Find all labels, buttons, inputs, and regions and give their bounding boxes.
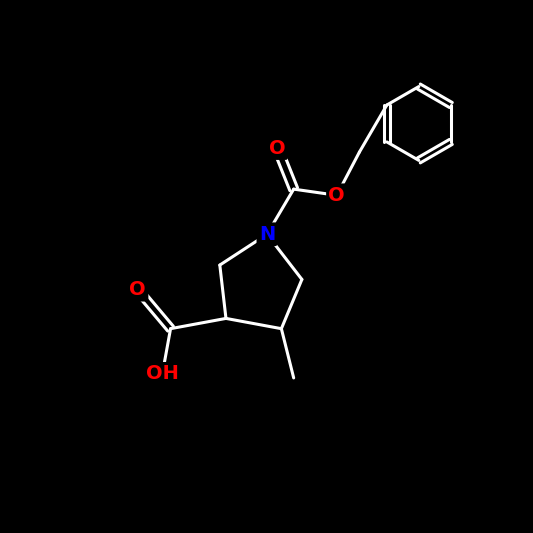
Text: N: N bbox=[259, 225, 275, 244]
Text: O: O bbox=[328, 186, 345, 205]
Text: O: O bbox=[130, 280, 146, 299]
Text: OH: OH bbox=[146, 365, 179, 383]
Text: O: O bbox=[269, 139, 286, 158]
